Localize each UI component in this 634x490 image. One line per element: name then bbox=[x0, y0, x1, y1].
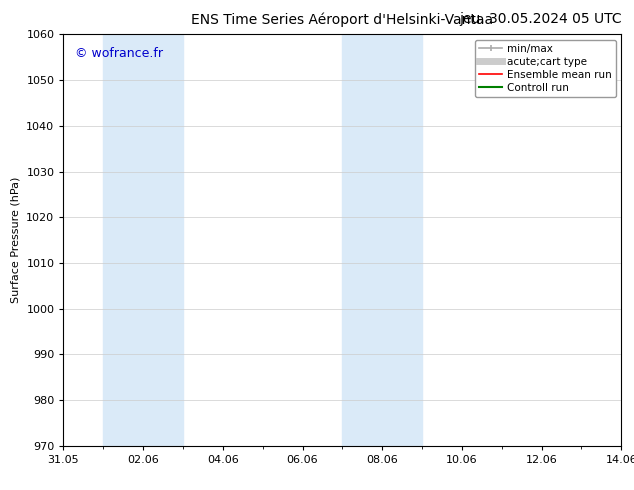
Text: © wofrance.fr: © wofrance.fr bbox=[75, 47, 162, 60]
Bar bbox=[342, 34, 422, 446]
Legend: min/max, acute;cart type, Ensemble mean run, Controll run: min/max, acute;cart type, Ensemble mean … bbox=[475, 40, 616, 97]
Bar bbox=[103, 34, 183, 446]
Y-axis label: Surface Pressure (hPa): Surface Pressure (hPa) bbox=[11, 177, 21, 303]
Text: jeu. 30.05.2024 05 UTC: jeu. 30.05.2024 05 UTC bbox=[458, 12, 621, 26]
Text: ENS Time Series Aéroport d'Helsinki-Vantaa: ENS Time Series Aéroport d'Helsinki-Vant… bbox=[191, 12, 493, 27]
